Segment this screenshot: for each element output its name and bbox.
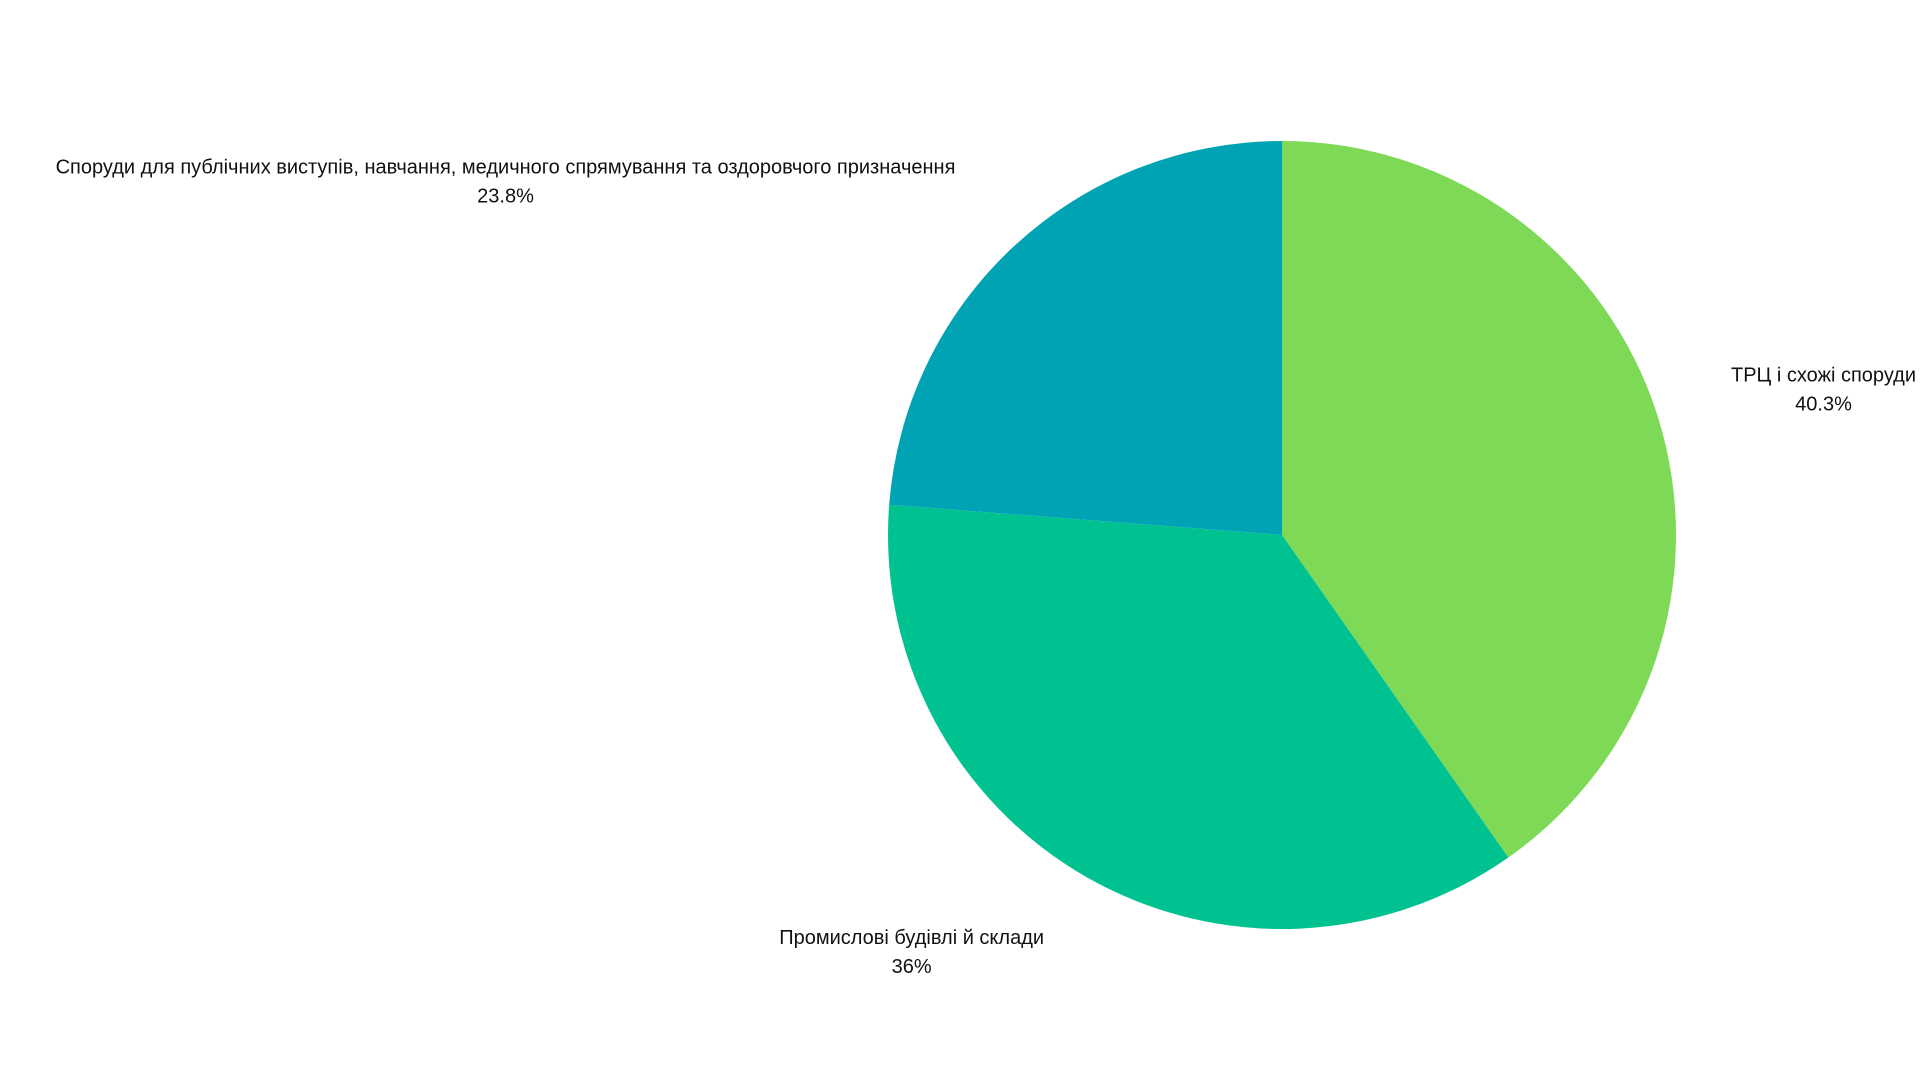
slice-value-label: 40.3%	[1795, 393, 1852, 415]
slice-label: ТРЦ і схожі споруди	[1731, 364, 1916, 386]
slice-value-label: 23.8%	[477, 186, 534, 208]
slice-label: Споруди для публічних виступів, навчання…	[56, 157, 956, 179]
slice-label: Промислові будівлі й склади	[779, 927, 1044, 949]
pie-slice	[889, 140, 1282, 536]
slice-value-label: 36%	[892, 956, 932, 978]
pie-slice	[1282, 141, 1676, 858]
pie-slice	[888, 504, 1509, 930]
